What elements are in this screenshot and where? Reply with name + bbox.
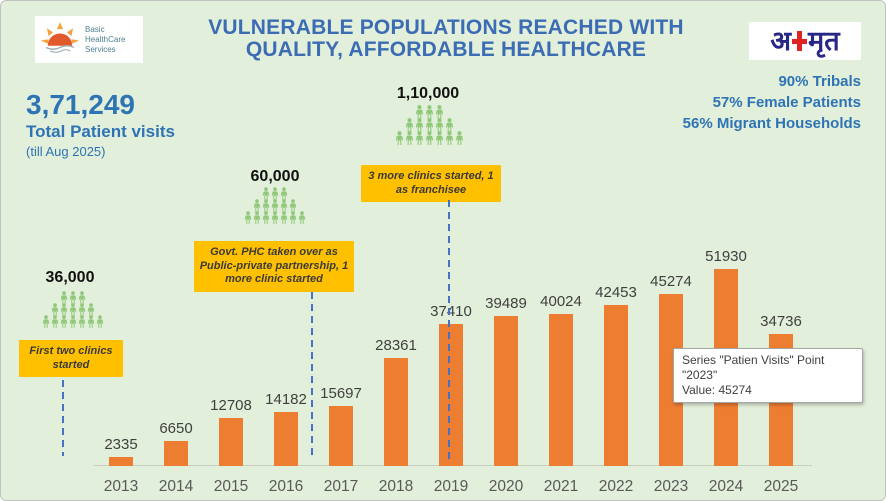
amrit-logo: अ मृत <box>749 22 861 60</box>
amrit-text-pre: अ <box>770 25 792 56</box>
bar-2014[interactable] <box>164 441 188 466</box>
timeline-dashed-line <box>62 380 64 456</box>
milestone-reach-label: 36,000 <box>45 269 95 286</box>
bar-value-label: 2335 <box>104 436 138 453</box>
bar-2015[interactable] <box>219 418 243 466</box>
total-visits-label: Total Patient visits <box>26 122 175 141</box>
bar-2017[interactable] <box>329 406 353 466</box>
milestone-note: 3 more clinics started, 1 as franchisee <box>361 165 501 202</box>
bar-value-label: 34736 <box>760 313 802 330</box>
axis-year-label: 2024 <box>708 478 744 495</box>
bar-value-label: 6650 <box>159 420 193 437</box>
bhs-logo-text: Basic HealthCare Services <box>85 24 126 54</box>
total-visits-value: 3,71,249 <box>26 89 135 120</box>
axis-year-label: 2023 <box>653 478 689 495</box>
sun-icon <box>39 20 81 59</box>
bar-value-label: 40024 <box>540 293 582 310</box>
total-visits-period: (till Aug 2025) <box>26 144 106 159</box>
timeline-dashed-line <box>448 200 450 463</box>
bar-2021[interactable] <box>549 314 573 466</box>
bar-2019[interactable] <box>439 324 463 466</box>
demographic-stat: 57% Female Patients <box>712 94 861 111</box>
tooltip-value-line: Value: 45274 <box>682 383 752 397</box>
axis-year-label: 2016 <box>268 478 304 495</box>
people-pyramid-icon <box>369 105 489 145</box>
bar-value-label: 14182 <box>265 391 307 408</box>
total-visits-summary: 3,71,249 Total Patient visits (till Aug … <box>26 89 175 161</box>
bar-2018[interactable] <box>384 358 408 466</box>
milestone-reach-label: 60,000 <box>250 168 300 185</box>
axis-year-label: 2014 <box>158 478 194 495</box>
axis-year-label: 2017 <box>323 478 359 495</box>
people-pyramid-icon <box>13 291 133 328</box>
milestone-reach-label: 1,10,000 <box>396 85 460 102</box>
bar-2016[interactable] <box>274 412 298 466</box>
axis-year-label: 2018 <box>378 478 414 495</box>
tooltip-series-line: Series "Patien Visits" Point "2023" <box>682 353 825 382</box>
bar-2022[interactable] <box>604 305 628 466</box>
amrit-text-post: मृत <box>808 25 840 56</box>
bar-value-label: 42453 <box>595 284 637 301</box>
people-pyramid-icon <box>215 187 335 224</box>
axis-year-label: 2015 <box>213 478 249 495</box>
axis-year-label: 2022 <box>598 478 634 495</box>
chart-tooltip: Series "Patien Visits" Point "2023" Valu… <box>673 348 863 403</box>
demographics-stats: 90% Tribals 57% Female Patients 56% Migr… <box>683 71 861 134</box>
timeline-dashed-line <box>311 292 313 459</box>
axis-year-label: 2020 <box>488 478 524 495</box>
milestone-note: First two clinics started <box>19 340 123 377</box>
axis-year-label: 2013 <box>103 478 139 495</box>
bar-value-label: 15697 <box>320 385 362 402</box>
page-title: VULNERABLE POPULATIONS REACHED WITH QUAL… <box>208 16 684 61</box>
bar-value-label: 28361 <box>375 337 417 354</box>
axis-year-label: 2019 <box>433 478 469 495</box>
demographic-stat: 56% Migrant Households <box>682 115 861 132</box>
bar-value-label: 39489 <box>485 295 527 312</box>
bar-value-label: 51930 <box>705 248 747 265</box>
axis-year-label: 2025 <box>763 478 799 495</box>
bar-value-label: 37410 <box>430 303 472 320</box>
milestone-note: Govt. PHC taken over as Public-private p… <box>194 241 354 292</box>
bar-2013[interactable] <box>109 457 133 466</box>
bhs-logo: Basic HealthCare Services <box>35 16 143 63</box>
bar-value-label: 45274 <box>650 273 692 290</box>
red-cross-icon <box>792 31 808 51</box>
demographic-stat: 90% Tribals <box>778 73 861 90</box>
bar-value-label: 12708 <box>210 397 252 414</box>
axis-year-label: 2021 <box>543 478 579 495</box>
bar-2020[interactable] <box>494 316 518 466</box>
